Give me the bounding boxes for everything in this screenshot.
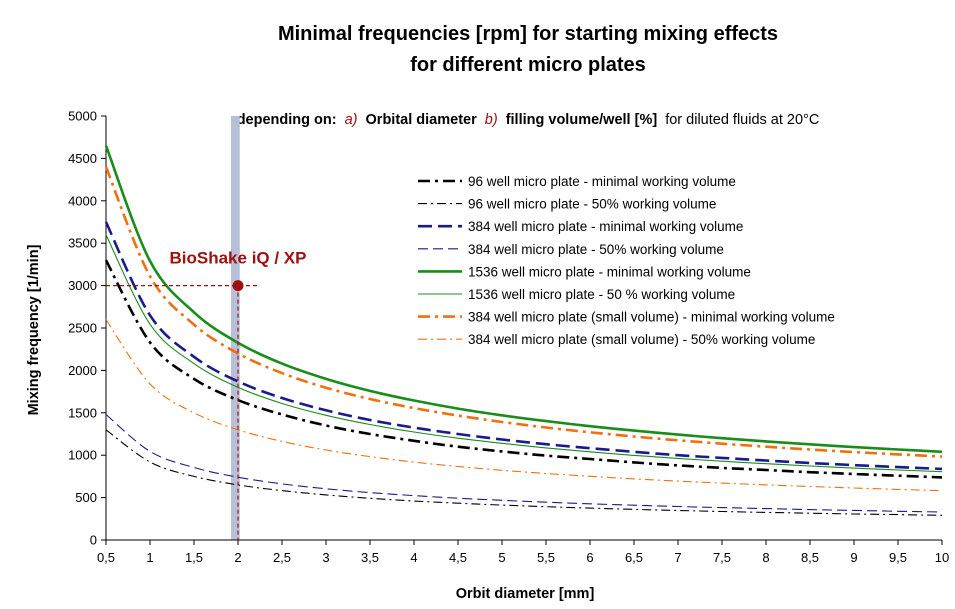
- series-line-1: [104, 259, 943, 479]
- chart-title-line1: Minimal frequencies [rpm] for starting m…: [278, 23, 778, 45]
- x-tick-label: 2: [234, 550, 241, 565]
- chart-subtitle: depending on: a) Orbital diameter b) fil…: [237, 112, 820, 128]
- series-line-8: [105, 319, 943, 492]
- y-tick-label: 1500: [68, 405, 97, 420]
- legend-label-4: 384 well micro plate - 50% working volum…: [468, 242, 724, 257]
- x-tick-label: 4,5: [449, 550, 467, 565]
- bioshake-label: BioShake iQ / XP: [170, 249, 307, 268]
- x-tick-label: 4: [410, 550, 417, 565]
- bioshake-point: [232, 280, 244, 292]
- x-tick-label: 5,5: [537, 550, 555, 565]
- x-tick-label: 5: [498, 550, 505, 565]
- legend-label-7: 384 well micro plate (small volume) - mi…: [468, 310, 835, 325]
- y-tick-label: 1000: [68, 448, 97, 463]
- bioshake-highlight-band: [230, 116, 240, 540]
- x-tick-label: 7: [674, 550, 681, 565]
- x-tick-label: 0,5: [97, 550, 115, 565]
- series-line-3: [104, 221, 943, 471]
- x-tick-label: 1,5: [185, 550, 203, 565]
- series-line-2: [105, 429, 943, 516]
- x-tick-label: 10: [935, 550, 949, 565]
- x-tick-label: 8,5: [801, 550, 819, 565]
- y-tick-label: 2500: [68, 321, 97, 336]
- subtitle-lead: depending on:: [237, 112, 337, 128]
- legend-label-5: 1536 well micro plate - minimal working …: [468, 264, 751, 279]
- series-line-5: [104, 145, 943, 454]
- x-tick-label: 3,5: [361, 550, 379, 565]
- x-tick-label: 6: [586, 550, 593, 565]
- subtitle-b-mark: b): [485, 112, 498, 128]
- x-tick-label: 2,5: [273, 550, 291, 565]
- x-tick-label: 7,5: [713, 550, 731, 565]
- x-tick-label: 8: [762, 550, 769, 565]
- chart-title-line2: for different micro plates: [410, 54, 646, 76]
- x-tick-label: 6,5: [625, 550, 643, 565]
- y-tick-label: 0: [90, 533, 97, 548]
- x-tick-label: 1: [146, 550, 153, 565]
- x-tick-label: 9: [850, 550, 857, 565]
- legend-label-6: 1536 well micro plate - 50 % working vol…: [468, 287, 735, 302]
- legend-label-3: 384 well micro plate - minimal working v…: [468, 219, 743, 234]
- plot-area: 0 500 1000 1500 2000 2500 3000 3500 4000 4500 5000…: [68, 109, 949, 566]
- legend-label-8: 384 well micro plate (small volume) - 50…: [468, 332, 815, 347]
- legend-label-1: 96 well micro plate - minimal working vo…: [468, 174, 736, 189]
- series-line-7: [104, 166, 943, 458]
- y-tick-label: 500: [75, 490, 97, 505]
- x-tick-label: 3: [322, 550, 329, 565]
- subtitle-a-text: Orbital diameter: [366, 112, 478, 128]
- y-tick-label: 2000: [68, 363, 97, 378]
- y-tick-label: 4500: [68, 151, 97, 166]
- y-tick-label: 5000: [68, 109, 97, 124]
- subtitle-a-mark: a): [345, 112, 358, 128]
- y-axis-label: Mixing frequency [1/min]: [26, 244, 42, 415]
- y-tick-label: 3000: [68, 278, 97, 293]
- legend-label-2: 96 well micro plate - 50% working volume: [468, 197, 716, 212]
- series-line-4: [105, 414, 943, 513]
- x-tick-label: 9,5: [889, 550, 907, 565]
- subtitle-b-text: filling volume/well [%]: [506, 112, 658, 128]
- y-tick-label: 4000: [68, 193, 97, 208]
- y-tick-label: 3500: [68, 236, 97, 251]
- x-axis-label: Orbit diameter [mm]: [456, 586, 595, 602]
- subtitle-tail: for diluted fluids at 20°C: [665, 112, 819, 128]
